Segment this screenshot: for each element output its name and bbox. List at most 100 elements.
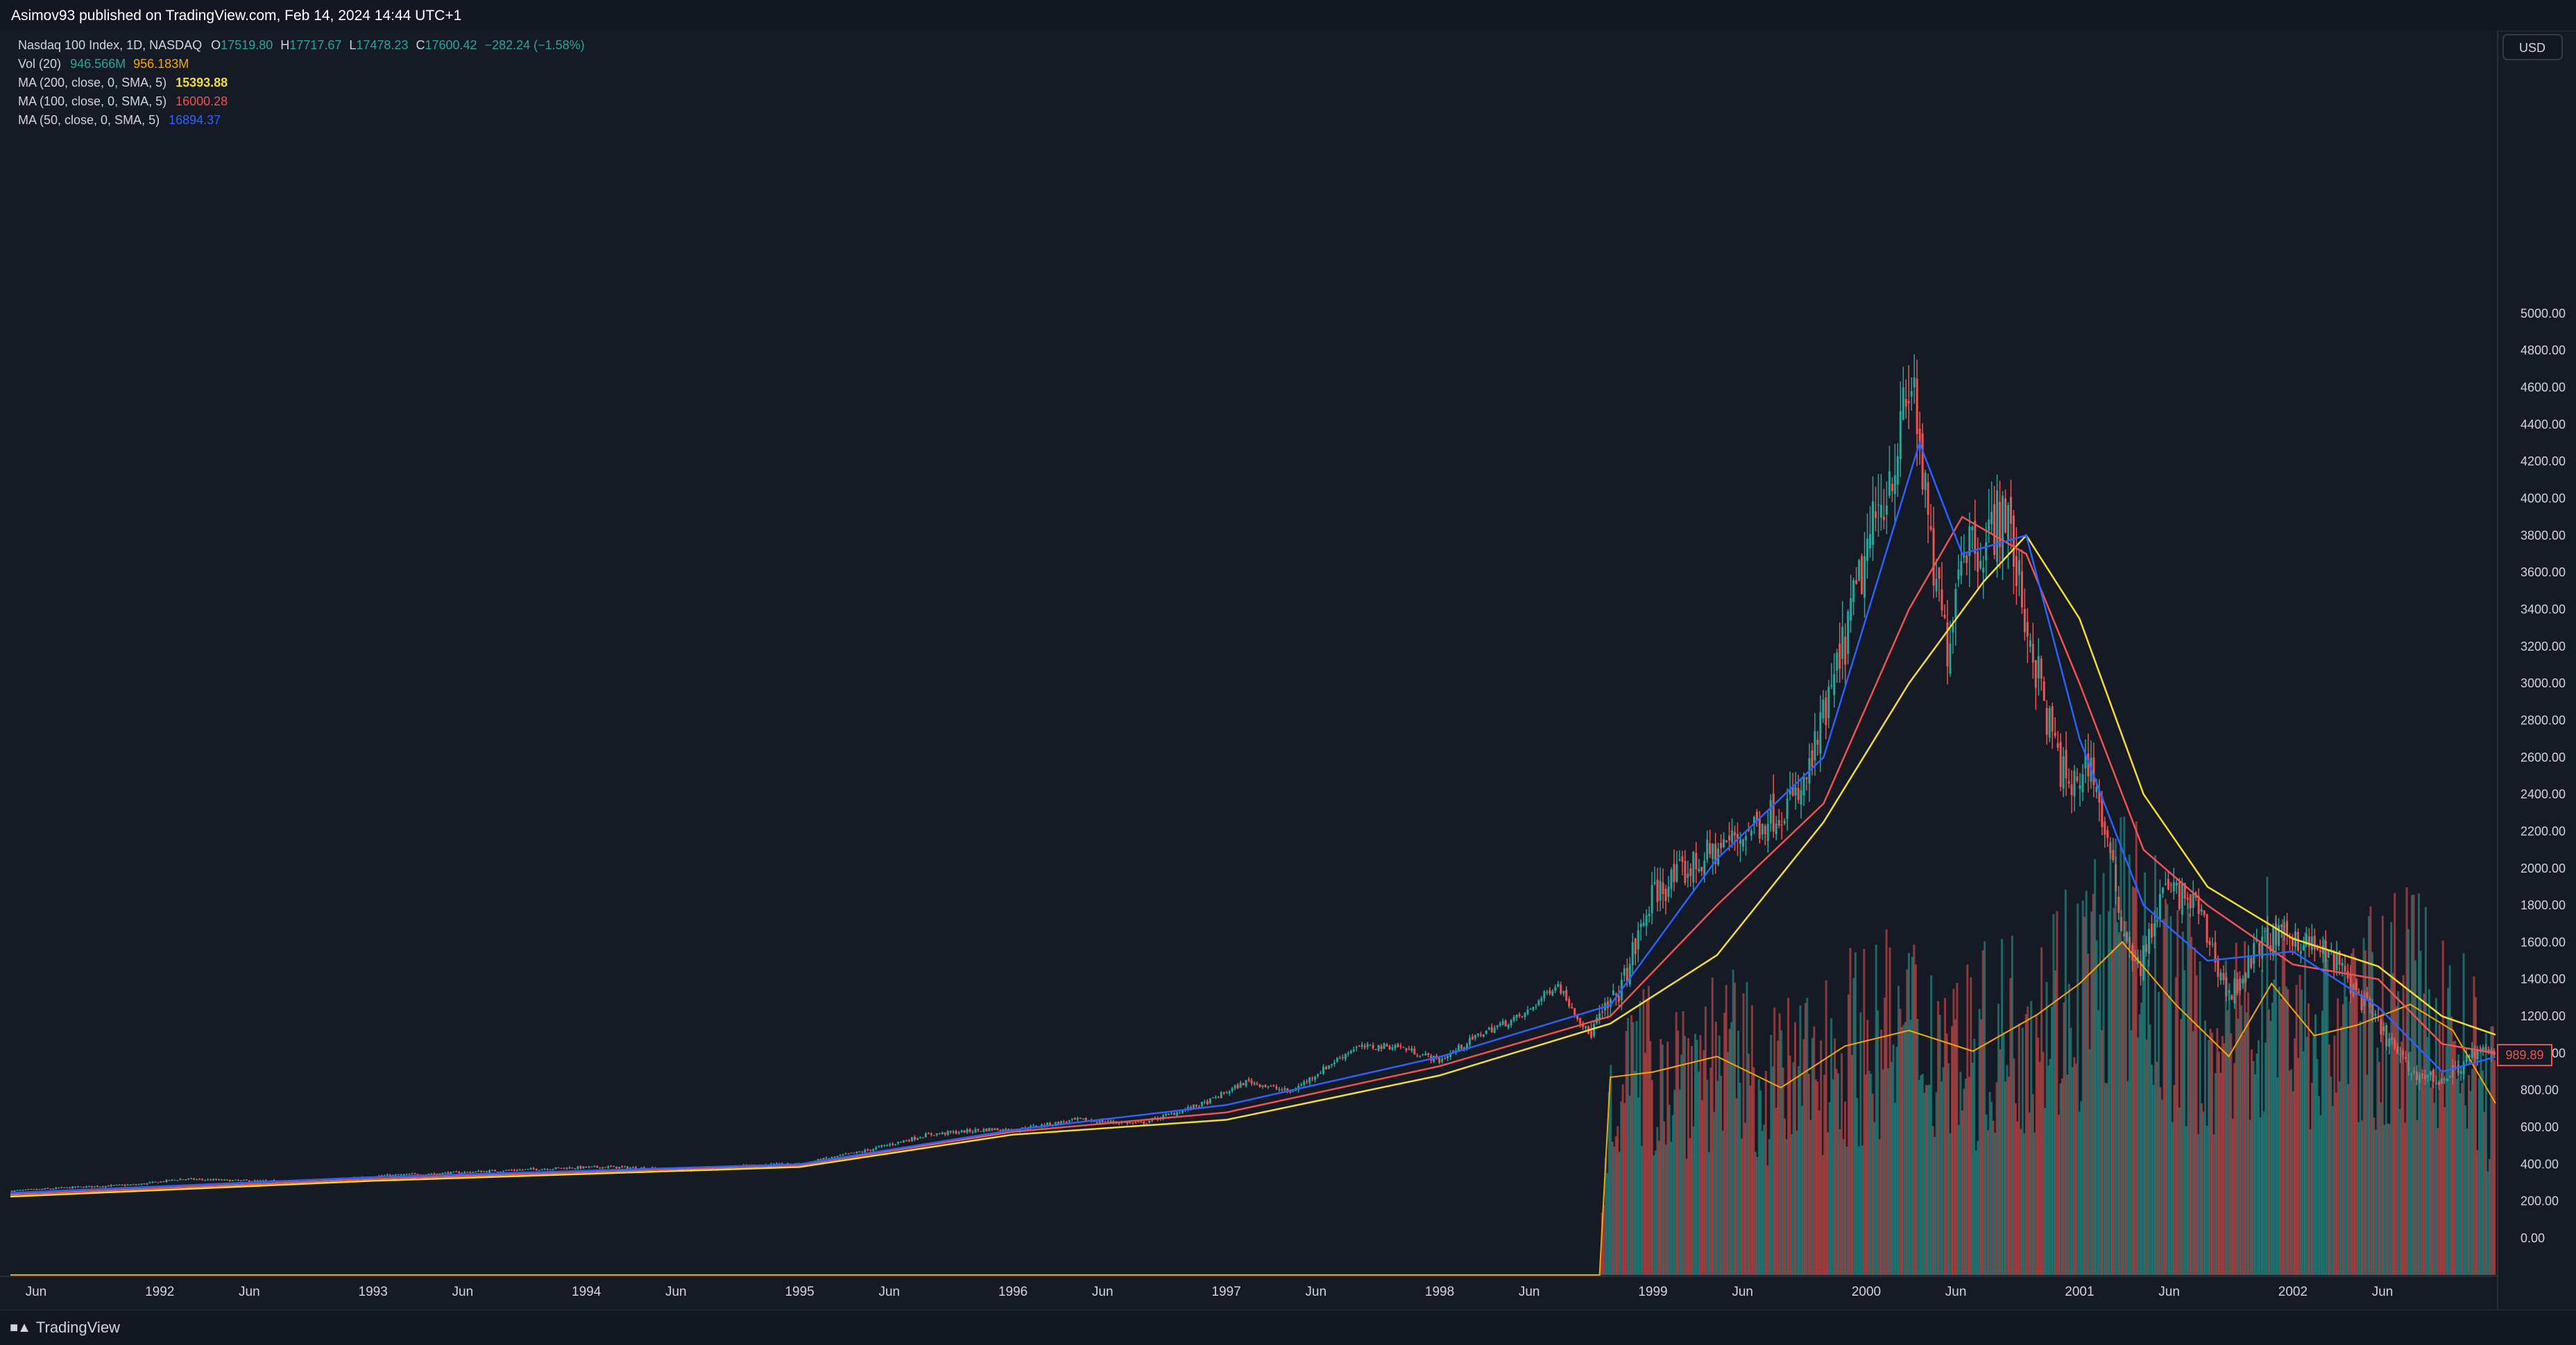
legend-symbol-row[interactable]: Nasdaq 100 Index, 1D, NASDAQ O17519.80 H…: [18, 36, 585, 55]
candle-body: [1264, 1085, 1267, 1087]
volume-bar: [2292, 1091, 2294, 1275]
tradingview-brand[interactable]: ■▲ TradingView: [10, 1319, 120, 1337]
volume-bar: [2144, 872, 2147, 1275]
legend-ma50-row[interactable]: MA (50, close, 0, SMA, 5) 16894.37: [18, 111, 585, 130]
candle-body: [1532, 1006, 1535, 1010]
volume-bar: [1749, 1086, 1752, 1275]
volume-bar: [1670, 1141, 1673, 1275]
candle-body: [2175, 882, 2178, 886]
volume-bar: [2126, 1081, 2129, 1275]
candle-body: [1101, 1119, 1104, 1122]
volume-bar: [2080, 1101, 2083, 1275]
volume-bar: [2018, 1023, 2020, 1275]
volume-bar: [2258, 1040, 2260, 1275]
candle-body: [143, 1183, 146, 1185]
volume-bar: [1757, 1079, 1760, 1275]
time-axis[interactable]: Jun 1992 Jun 1993 Jun 1994 Jun 1995 Jun 1996 Jun 19…: [26, 1285, 2394, 1299]
candle-body: [2482, 1047, 2484, 1052]
candle-body: [1659, 880, 1662, 901]
volume-bar: [1821, 1155, 1824, 1275]
volume-bar: [1775, 1107, 1777, 1275]
volume-bar: [1816, 1081, 1819, 1275]
candle-body: [1330, 1064, 1333, 1065]
volume-bar: [1920, 1074, 1922, 1275]
candle-body: [2233, 978, 2236, 1004]
volume-bar: [2302, 1051, 2305, 1275]
candle-body: [1985, 542, 1988, 560]
legend-ma200-row[interactable]: MA (200, close, 0, SMA, 5) 15393.88: [18, 74, 585, 92]
candle-body: [1879, 504, 1882, 518]
volume-bar: [1743, 1122, 1746, 1275]
candle-body: [1228, 1091, 1231, 1094]
volume-bar: [1854, 952, 1857, 1275]
volume-bar: [2388, 1124, 2391, 1275]
volume-bar: [2331, 1106, 2334, 1275]
candle-body: [1366, 1043, 1369, 1047]
volume-bar: [2477, 1077, 2480, 1275]
candle-body: [1242, 1083, 1245, 1086]
volume-bar: [2354, 957, 2357, 1275]
candle-body: [2416, 1071, 2419, 1081]
candle-body: [1736, 834, 1739, 839]
candle-body: [872, 1149, 875, 1151]
candle-body: [593, 1166, 596, 1167]
candle-body: [1825, 697, 1827, 726]
candle-body: [1877, 504, 1879, 506]
volume-bar: [1632, 1022, 1635, 1275]
candle-body: [1712, 843, 1714, 859]
volume-bar: [2311, 1083, 2314, 1275]
volume-bar: [1970, 977, 1972, 1275]
price-tick-label: 3800.00: [2520, 529, 2566, 542]
candle-body: [916, 1138, 919, 1140]
candle-body: [107, 1185, 110, 1187]
candle-body: [515, 1170, 518, 1171]
volume-bar: [2099, 914, 2101, 1275]
price-chart[interactable]: 0.00200.00400.00600.00800.001000.001200.…: [0, 0, 2576, 1310]
candle-body: [1360, 1045, 1363, 1047]
price-tick-label: 3600.00: [2520, 565, 2566, 579]
time-tick-label: 1999: [1638, 1285, 1667, 1299]
time-tick-label: Jun: [1732, 1285, 1753, 1299]
time-tick-label: 2002: [2278, 1285, 2308, 1299]
candle-body: [1755, 812, 1758, 821]
candle-body: [1327, 1065, 1330, 1069]
candle-body: [1073, 1117, 1076, 1120]
volume-bar: [1716, 1081, 1719, 1275]
candle-body: [1949, 643, 1952, 674]
candle-body: [1706, 839, 1709, 860]
legend-volume-row[interactable]: Vol (20) 946.566M 956.183M: [18, 55, 585, 74]
candle-body: [10, 1190, 13, 1192]
volume-bar: [1680, 1054, 1683, 1275]
volume-bar: [2433, 1102, 2436, 1275]
volume-bar: [1756, 1156, 1759, 1275]
candle-body: [323, 1179, 325, 1181]
candle-body: [903, 1140, 905, 1142]
candle-body: [1744, 836, 1747, 841]
price-axis[interactable]: 0.00200.00400.00600.00800.001000.001200.…: [2520, 307, 2566, 1245]
volume-bar: [2242, 1034, 2244, 1275]
currency-button[interactable]: USD: [2502, 34, 2563, 60]
candle-body: [2380, 1018, 2382, 1035]
candle-body: [1562, 991, 1565, 994]
volume-bar: [1835, 1068, 1838, 1275]
volume-bar: [2298, 975, 2301, 1275]
candle-body: [1761, 823, 1764, 835]
candle-body: [1154, 1117, 1157, 1119]
candle-body: [477, 1170, 480, 1172]
volume-bar: [1623, 1103, 1626, 1275]
volume-bar: [2462, 953, 2465, 1275]
candle-body: [1479, 1034, 1482, 1036]
volume-bar: [1682, 1011, 1684, 1275]
candle-body: [1487, 1027, 1490, 1030]
candle-body: [1118, 1122, 1120, 1124]
volume-bar: [2424, 907, 2427, 1275]
candle-body: [1731, 830, 1734, 843]
candle-body: [2076, 776, 2079, 781]
candle-body: [96, 1185, 99, 1188]
volume-bar: [2398, 1108, 2401, 1275]
candle-body: [1054, 1122, 1057, 1125]
candle-body: [1943, 615, 1946, 618]
candle-body: [2332, 951, 2335, 973]
legend-ma100-row[interactable]: MA (100, close, 0, SMA, 5) 16000.28: [18, 92, 585, 111]
volume-bar: [2066, 1074, 2069, 1275]
